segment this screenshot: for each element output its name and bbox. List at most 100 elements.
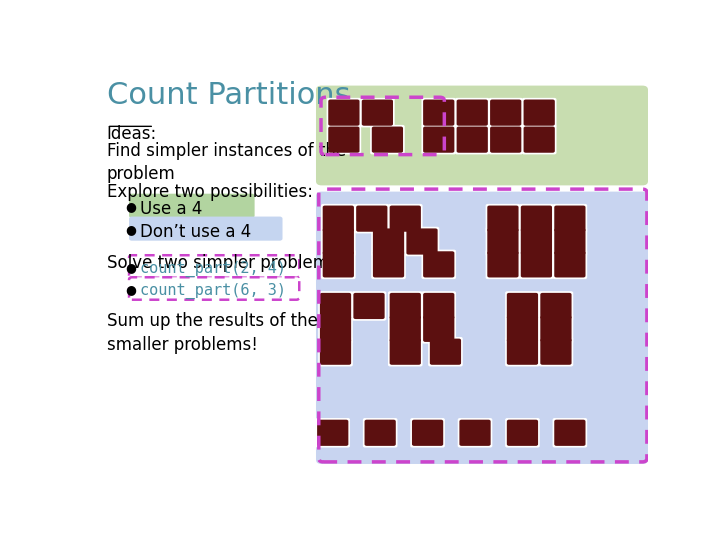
FancyBboxPatch shape [523,99,555,126]
Text: ●: ● [125,223,136,236]
FancyBboxPatch shape [351,291,387,321]
FancyBboxPatch shape [507,420,538,446]
FancyBboxPatch shape [129,255,300,278]
FancyBboxPatch shape [505,337,540,367]
FancyBboxPatch shape [485,227,521,256]
FancyBboxPatch shape [129,194,255,218]
FancyBboxPatch shape [521,206,552,232]
FancyBboxPatch shape [488,125,523,154]
FancyBboxPatch shape [363,418,397,448]
FancyBboxPatch shape [316,192,648,464]
FancyBboxPatch shape [505,291,540,321]
FancyBboxPatch shape [485,204,521,233]
FancyBboxPatch shape [507,293,538,319]
FancyBboxPatch shape [552,418,588,448]
FancyBboxPatch shape [388,291,423,321]
FancyBboxPatch shape [552,204,588,233]
FancyBboxPatch shape [487,228,518,255]
FancyBboxPatch shape [320,339,351,365]
FancyBboxPatch shape [507,339,538,365]
FancyBboxPatch shape [505,418,540,448]
FancyBboxPatch shape [318,314,353,343]
FancyBboxPatch shape [421,291,456,321]
FancyBboxPatch shape [321,204,356,233]
FancyBboxPatch shape [361,99,393,126]
FancyBboxPatch shape [540,293,572,319]
FancyBboxPatch shape [390,293,421,319]
FancyBboxPatch shape [129,277,300,300]
FancyBboxPatch shape [488,98,523,127]
FancyBboxPatch shape [318,291,353,321]
FancyBboxPatch shape [354,293,384,319]
FancyBboxPatch shape [554,206,585,232]
FancyBboxPatch shape [455,98,490,127]
FancyBboxPatch shape [423,316,454,342]
Text: ●: ● [125,200,136,213]
FancyBboxPatch shape [540,339,572,365]
Text: Solve two simpler problems:: Solve two simpler problems: [107,254,343,272]
FancyBboxPatch shape [129,217,282,241]
FancyBboxPatch shape [455,125,490,154]
FancyBboxPatch shape [373,251,404,278]
FancyBboxPatch shape [317,420,348,446]
FancyBboxPatch shape [554,251,585,278]
FancyBboxPatch shape [323,228,354,255]
FancyBboxPatch shape [423,251,454,278]
FancyBboxPatch shape [539,314,573,343]
FancyBboxPatch shape [318,337,353,367]
FancyBboxPatch shape [323,206,354,232]
Text: count_part(2, 4): count_part(2, 4) [140,261,287,277]
FancyBboxPatch shape [522,125,557,154]
FancyBboxPatch shape [487,206,518,232]
FancyBboxPatch shape [521,251,552,278]
FancyBboxPatch shape [423,126,454,153]
FancyBboxPatch shape [423,99,454,126]
FancyBboxPatch shape [487,251,518,278]
FancyBboxPatch shape [354,204,389,233]
FancyBboxPatch shape [456,126,488,153]
Text: Use a 4: Use a 4 [140,200,202,218]
FancyBboxPatch shape [405,227,439,256]
FancyBboxPatch shape [364,420,396,446]
FancyBboxPatch shape [458,418,492,448]
FancyBboxPatch shape [388,337,423,367]
Text: Explore two possibilities:: Explore two possibilities: [107,183,312,201]
FancyBboxPatch shape [554,420,585,446]
FancyBboxPatch shape [539,337,573,367]
FancyBboxPatch shape [540,316,572,342]
FancyBboxPatch shape [323,251,354,278]
FancyBboxPatch shape [421,125,456,154]
FancyBboxPatch shape [316,85,648,185]
FancyBboxPatch shape [327,98,361,127]
FancyBboxPatch shape [328,99,359,126]
FancyBboxPatch shape [320,316,351,342]
FancyBboxPatch shape [552,249,588,279]
Text: Count Partitions: Count Partitions [107,82,350,111]
FancyBboxPatch shape [459,420,490,446]
FancyBboxPatch shape [327,125,361,154]
FancyBboxPatch shape [456,99,488,126]
FancyBboxPatch shape [485,249,521,279]
FancyBboxPatch shape [321,249,356,279]
FancyBboxPatch shape [373,228,404,255]
FancyBboxPatch shape [428,337,463,367]
FancyBboxPatch shape [490,99,521,126]
Text: ●: ● [125,283,136,296]
FancyBboxPatch shape [321,227,356,256]
FancyBboxPatch shape [523,126,555,153]
FancyBboxPatch shape [421,314,456,343]
Text: Sum up the results of these
smaller problems!: Sum up the results of these smaller prob… [107,312,337,354]
FancyBboxPatch shape [519,249,554,279]
FancyBboxPatch shape [519,227,554,256]
FancyBboxPatch shape [328,126,359,153]
FancyBboxPatch shape [507,316,538,342]
FancyBboxPatch shape [554,228,585,255]
FancyBboxPatch shape [388,204,423,233]
FancyBboxPatch shape [388,314,423,343]
FancyBboxPatch shape [522,98,557,127]
FancyBboxPatch shape [423,293,454,319]
FancyBboxPatch shape [421,98,456,127]
FancyBboxPatch shape [406,228,438,255]
FancyBboxPatch shape [430,339,461,365]
FancyBboxPatch shape [490,126,521,153]
